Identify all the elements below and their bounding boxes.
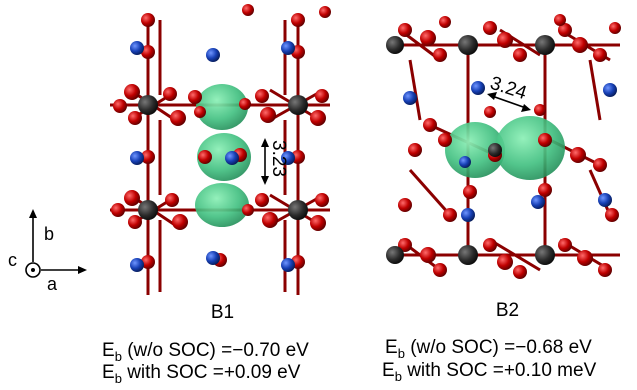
panel-b1-structure [110,4,331,295]
oxygen-atoms-b1 [111,4,331,269]
axis-label-c: c [8,250,17,270]
metal-atoms-b2 [386,35,555,265]
axis-label-b: b [44,224,54,244]
binding-energy-b2-with-soc: Eb with SOC =+0.10 meV [382,360,597,384]
panel-b2-structure [386,14,621,279]
metal-atoms-b1 [138,95,308,220]
isosurface-b2 [445,116,565,180]
binding-energy-b1-with-soc: Eb with SOC =+0.09 eV [102,362,301,386]
binding-energy-b1-without-soc: Eb (w/o SOC) =−0.70 eV [102,340,309,364]
oxygen-atoms-b2 [398,14,621,279]
blue-atoms-b1 [130,41,295,272]
distance-arrow-b2 [487,92,531,112]
binding-energy-b2-without-soc: Eb (w/o SOC) =−0.68 eV [385,337,592,361]
axis-label-a: a [47,274,58,294]
isosurface-b1 [195,84,251,227]
distance-label-b1: 3.23 [268,140,289,177]
distance-arrow-b1 [261,138,269,185]
blue-atoms-b2 [403,81,617,222]
panel-label-b1: B1 [210,302,235,323]
panel-label-b2: B2 [495,300,520,321]
axis-legend [25,209,87,278]
